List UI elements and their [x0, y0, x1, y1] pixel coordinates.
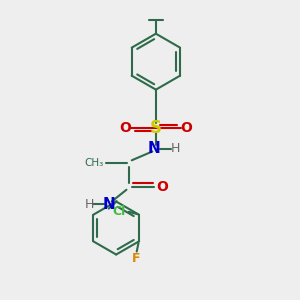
Text: Cl: Cl [113, 205, 126, 218]
Text: S: S [150, 119, 162, 137]
Text: O: O [120, 121, 131, 135]
Text: N: N [147, 141, 160, 156]
Text: N: N [102, 197, 115, 212]
Text: CH₃: CH₃ [84, 158, 104, 168]
Text: H: H [170, 142, 180, 155]
Text: H: H [85, 198, 94, 211]
Text: O: O [180, 121, 192, 135]
Text: O: O [157, 180, 169, 194]
Text: F: F [132, 252, 140, 265]
